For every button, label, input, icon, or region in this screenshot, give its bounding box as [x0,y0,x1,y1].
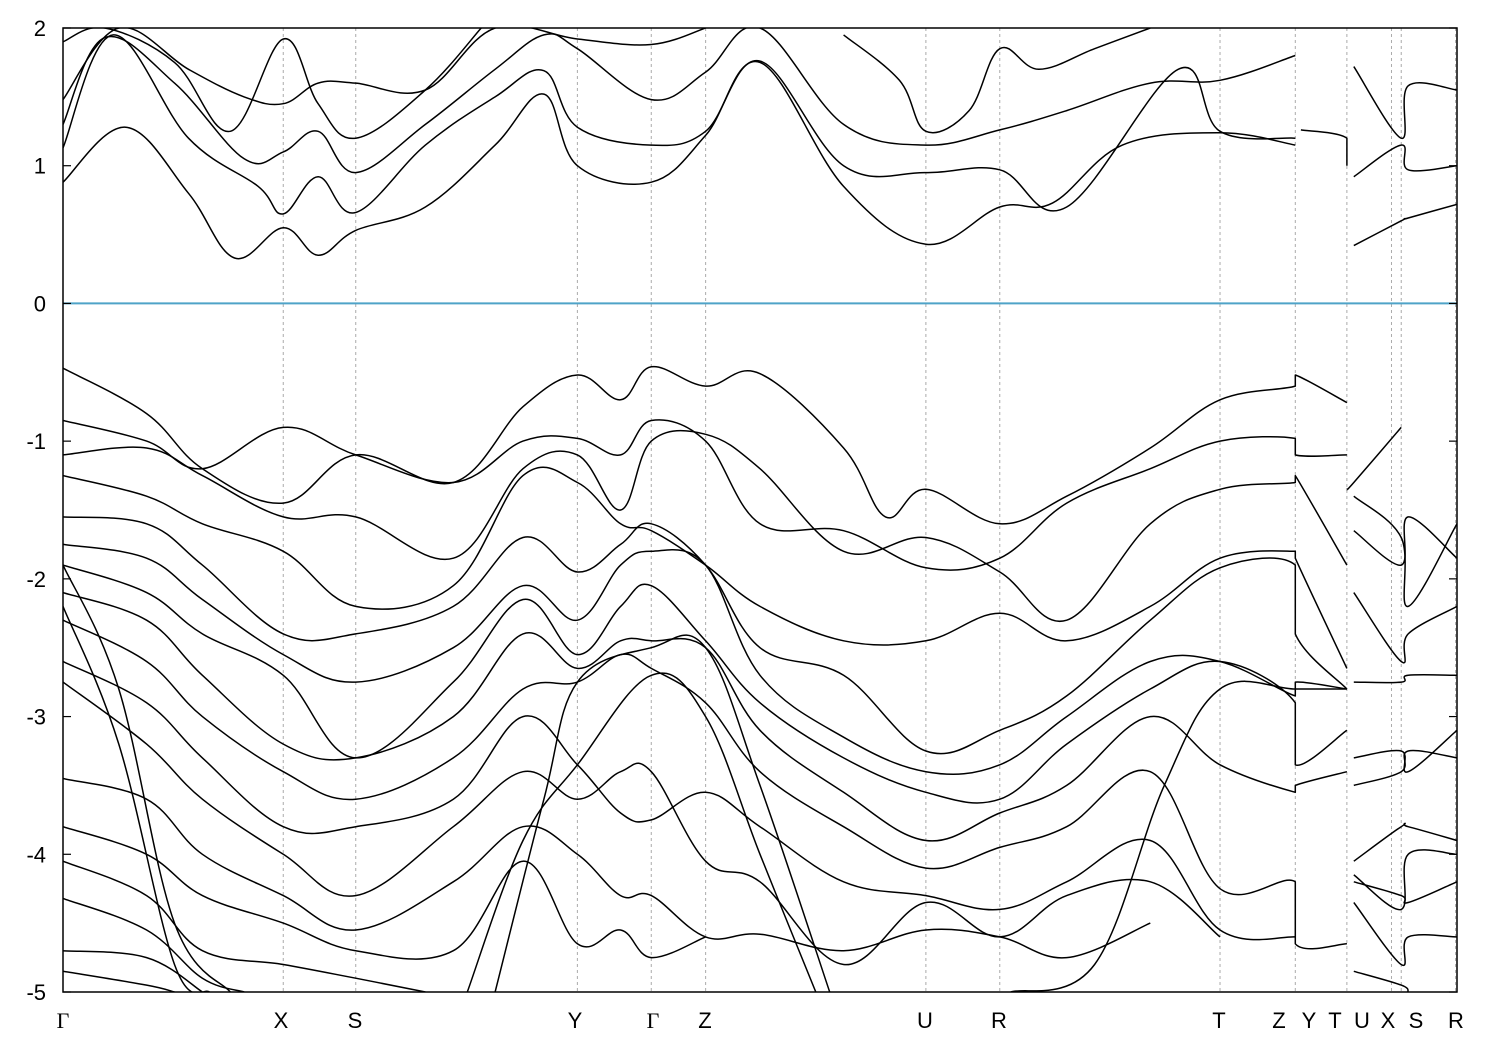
band-line [63,591,1348,842]
band-line [466,672,817,992]
band-line [63,970,175,992]
band-line [63,897,245,992]
x-tick-label: X [1381,1008,1396,1033]
band-line [1353,66,1457,139]
band-line [63,564,1348,804]
band-line [1353,516,1457,566]
band-line [63,366,1348,525]
band-line [63,606,210,992]
x-tick-label: T [1328,1008,1341,1033]
y-tick-label: -3 [26,705,46,730]
band-line [63,949,203,992]
x-tick-label: Y [568,1008,583,1033]
y-tick-label: -5 [26,980,46,1005]
band-line [63,419,1347,571]
band-line [63,60,1296,260]
band-line [63,28,706,106]
band-line [1353,592,1457,664]
band-line [63,619,1347,950]
x-tick-label: Z [1272,1008,1285,1033]
band-line [1346,426,1402,491]
y-axis-ticks: 2 1 0 -1 -2 -3 -4 -5 [26,16,1457,1005]
band-line [63,516,1348,755]
band-line [1353,495,1457,608]
band-line [63,34,1296,215]
band-line [1353,849,1457,911]
x-tick-label: T [1212,1008,1225,1033]
x-tick-label: U [1354,1008,1370,1033]
kpoint-gridlines [282,28,1457,992]
band-line [1010,680,1347,992]
x-tick-label: S [348,1008,363,1033]
band-line [1353,902,1457,967]
band-line [63,543,1347,776]
x-tick-label: R [991,1008,1007,1033]
y-tick-label: -1 [26,429,46,454]
band-line [63,28,1296,174]
y-tick-label: -4 [26,842,46,867]
band-line [63,860,426,992]
band-line [1353,881,1457,904]
band-line [1300,129,1348,166]
x-tick-label: Z [698,1008,711,1033]
band-line [63,681,1221,966]
band-line [1353,673,1457,684]
band-line [1353,203,1457,247]
y-tick-label: -2 [26,567,46,592]
band-line [63,28,482,139]
y-tick-label: 1 [34,154,46,179]
x-tick-label: R [1448,1008,1464,1033]
x-tick-label: Y [1302,1008,1317,1033]
band-line [63,660,1296,941]
band-lines [63,28,1457,992]
x-tick-label: Γ [57,1008,70,1033]
plot-frame [62,27,1458,993]
band-line [1353,822,1457,862]
band-line [63,825,706,960]
band-line [1353,144,1457,178]
band-line [494,634,831,992]
band-line [63,777,1151,959]
band-line [63,466,1348,669]
band-line [1353,749,1457,787]
band-line [63,429,1348,623]
x-tick-label: Γ [647,1008,660,1033]
band-line [843,28,1151,134]
y-tick-label: 0 [34,291,46,316]
y-tick-label: 2 [34,16,46,41]
x-tick-label: S [1409,1008,1424,1033]
band-line [1353,970,1409,992]
x-tick-label: X [274,1008,289,1033]
x-tick-label: U [917,1008,933,1033]
band-line [63,564,231,992]
